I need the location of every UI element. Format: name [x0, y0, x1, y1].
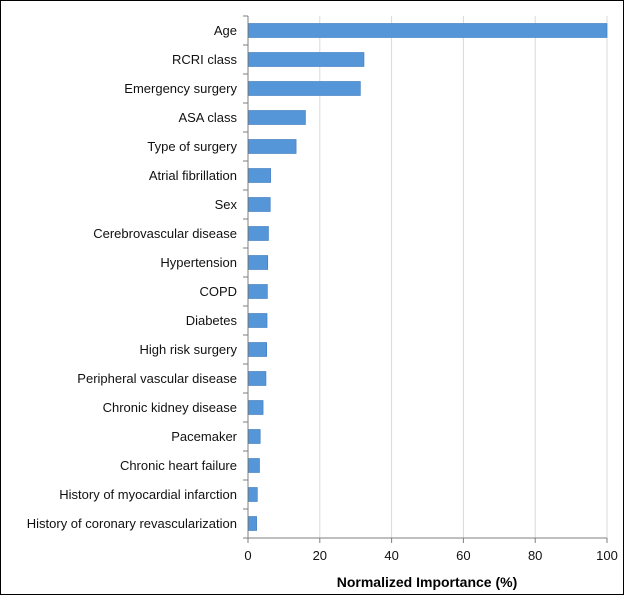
bar-10 [248, 284, 268, 299]
category-label-3: Emergency surgery [124, 81, 237, 96]
bar-18 [248, 516, 257, 531]
category-label-1: Age [214, 23, 237, 38]
bar-3 [248, 81, 361, 96]
category-label-11: Diabetes [186, 313, 238, 328]
bar-13 [248, 371, 267, 386]
x-tick-label-100: 100 [596, 548, 618, 563]
bar-11 [248, 313, 268, 328]
x-tick-label-0: 0 [244, 548, 251, 563]
category-label-5: Type of surgery [147, 139, 237, 154]
x-tick-label-60: 60 [456, 548, 470, 563]
category-label-7: Sex [215, 197, 238, 212]
bar-1 [248, 23, 608, 38]
category-label-10: COPD [199, 284, 237, 299]
category-label-4: ASA class [178, 110, 237, 125]
category-label-12: High risk surgery [139, 342, 237, 357]
category-label-2: RCRI class [172, 52, 238, 67]
category-label-18: History of coronary revascularization [27, 516, 237, 531]
bar-16 [248, 458, 260, 473]
category-labels: Age RCRI class Emergency surgery ASA class T… [27, 23, 238, 531]
bar-12 [248, 342, 267, 357]
category-label-14: Chronic kidney disease [103, 400, 237, 415]
bar-15 [248, 429, 261, 444]
category-label-13: Peripheral vascular disease [77, 371, 237, 386]
bars [248, 23, 608, 531]
x-tick-label-20: 20 [313, 548, 327, 563]
grid-lines [319, 16, 608, 538]
x-tick-label-80: 80 [528, 548, 542, 563]
bar-9 [248, 255, 269, 270]
x-axis-title: Normalized Importance (%) [337, 574, 517, 590]
category-label-6: Atrial fibrillation [149, 168, 237, 183]
category-label-9: Hypertension [160, 255, 237, 270]
category-label-16: Chronic heart failure [120, 458, 237, 473]
bar-5 [248, 139, 297, 154]
bar-17 [248, 487, 258, 502]
bar-7 [248, 197, 271, 212]
bar-14 [248, 400, 264, 415]
category-label-15: Pacemaker [171, 429, 237, 444]
bar-8 [248, 226, 269, 241]
category-label-17: History of myocardial infarction [59, 487, 237, 502]
x-tick-labels: 0 20 40 60 80 100 [244, 548, 617, 563]
x-tick-label-40: 40 [384, 548, 398, 563]
bar-2 [248, 52, 365, 67]
bar-4 [248, 110, 306, 125]
axes [243, 15, 608, 543]
category-label-8: Cerebrovascular disease [93, 226, 237, 241]
bar-6 [248, 168, 271, 183]
